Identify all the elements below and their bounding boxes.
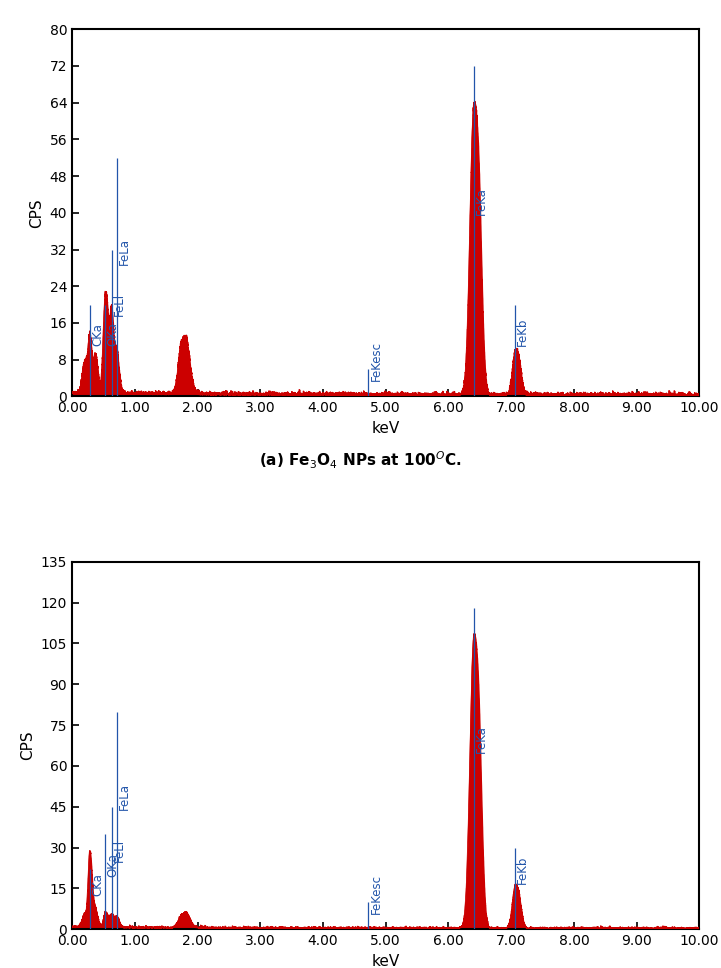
Text: FeKa: FeKa [475,725,488,753]
Text: FeKb: FeKb [516,856,529,885]
Y-axis label: CPS: CPS [29,197,44,227]
Text: FeKa: FeKa [475,187,488,215]
Text: OKa: OKa [107,853,120,877]
Text: FeLl: FeLl [113,839,126,862]
Text: FeKesc: FeKesc [369,874,382,915]
Y-axis label: CPS: CPS [20,731,35,761]
Text: CKa: CKa [91,323,104,346]
Text: (a) Fe$_3$O$_4$ NPs at 100$^O$C.: (a) Fe$_3$O$_4$ NPs at 100$^O$C. [259,450,462,471]
Text: FeKb: FeKb [516,318,529,346]
Text: CKa: CKa [91,873,104,896]
X-axis label: keV: keV [371,953,400,968]
X-axis label: keV: keV [371,421,400,436]
Text: FeLl: FeLl [113,292,126,316]
Text: FeLa: FeLa [118,782,131,809]
Text: FeLa: FeLa [118,238,131,265]
Text: FeKesc: FeKesc [369,342,382,381]
Text: OKa: OKa [107,322,120,346]
